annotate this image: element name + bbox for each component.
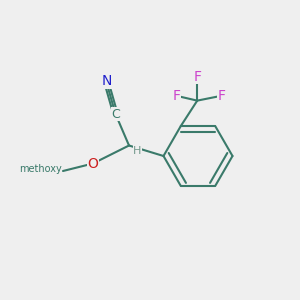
Text: F: F (217, 89, 225, 103)
Text: C: C (111, 107, 120, 121)
Text: methoxy: methoxy (19, 164, 61, 175)
Text: H: H (133, 146, 142, 156)
Text: O: O (88, 157, 98, 170)
Text: N: N (101, 74, 112, 88)
Text: F: F (172, 89, 180, 103)
Text: F: F (193, 70, 201, 84)
